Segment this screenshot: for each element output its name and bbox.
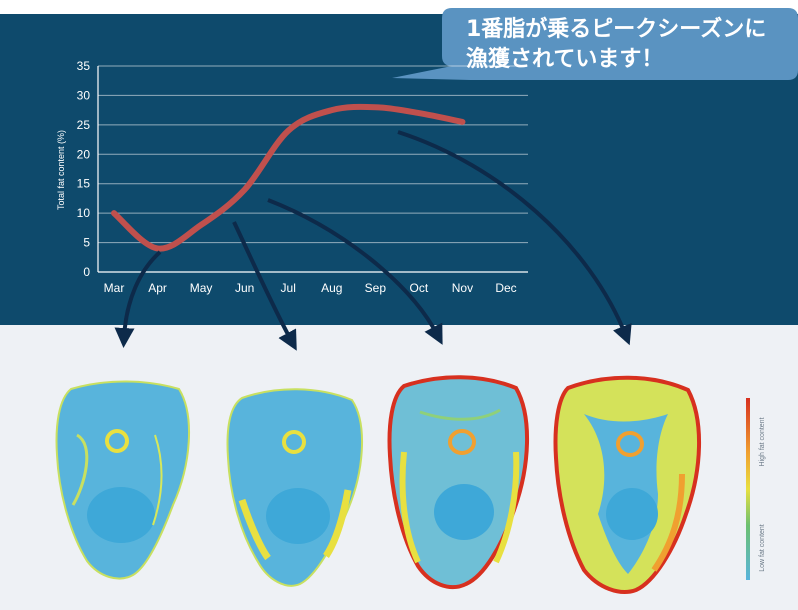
x-tick-label: Sep	[365, 281, 387, 295]
y-axis-label: Total fat content (%)	[56, 130, 66, 210]
scan-apr	[55, 380, 191, 580]
x-tick-label: Nov	[452, 281, 473, 295]
legend-color-bar	[746, 398, 750, 580]
legend-high-label: High fat content	[759, 417, 766, 466]
y-tick-label: 0	[83, 265, 90, 279]
x-tick-label: Jul	[281, 281, 296, 295]
arrow-jul	[267, 198, 443, 345]
arrow-apr	[114, 250, 162, 348]
fat-content-chart: 0 5 10 15 20 25 30 35 Mar Apr May Jun Jul Aug Sep Oct N…	[56, 59, 528, 295]
arrow-oct	[397, 130, 632, 346]
y-tick-label: 35	[77, 59, 91, 73]
scan-oct	[553, 375, 701, 594]
x-tick-label: Jun	[235, 281, 254, 295]
data-points	[113, 107, 463, 249]
scan-jun	[226, 388, 364, 587]
x-tick-label: Apr	[148, 281, 167, 295]
x-tick-label: Aug	[321, 281, 342, 295]
callout-line-2: 漁獲されています！	[466, 46, 663, 72]
gridlines	[98, 65, 528, 244]
legend-low-label: Low fat content	[759, 524, 766, 572]
arrows	[114, 130, 632, 351]
scan-jul	[387, 375, 529, 590]
callout-bubble: 1番脂が乗るピークシーズンに 漁獲されています！	[392, 8, 798, 80]
x-tick-label: Mar	[104, 281, 125, 295]
y-tick-label: 25	[77, 118, 91, 132]
y-tick-label: 15	[77, 177, 91, 191]
arrow-jun	[232, 221, 297, 351]
x-tick-label: Dec	[495, 281, 516, 295]
y-tick-label: 20	[77, 147, 91, 161]
y-tick-labels: 0 5 10 15 20 25 30 35	[77, 59, 91, 279]
x-tick-labels: Mar Apr May Jun Jul Aug Sep Oct Nov Dec	[104, 281, 517, 295]
y-tick-label: 30	[77, 88, 91, 102]
x-tick-label: Oct	[410, 281, 429, 295]
y-tick-label: 10	[77, 206, 91, 220]
x-tick-label: May	[190, 281, 213, 295]
callout-line-1: 1番脂が乗るピークシーズンに	[466, 16, 766, 42]
fat-content-legend: High fat content Low fat content	[746, 398, 766, 580]
y-tick-label: 5	[83, 236, 90, 250]
